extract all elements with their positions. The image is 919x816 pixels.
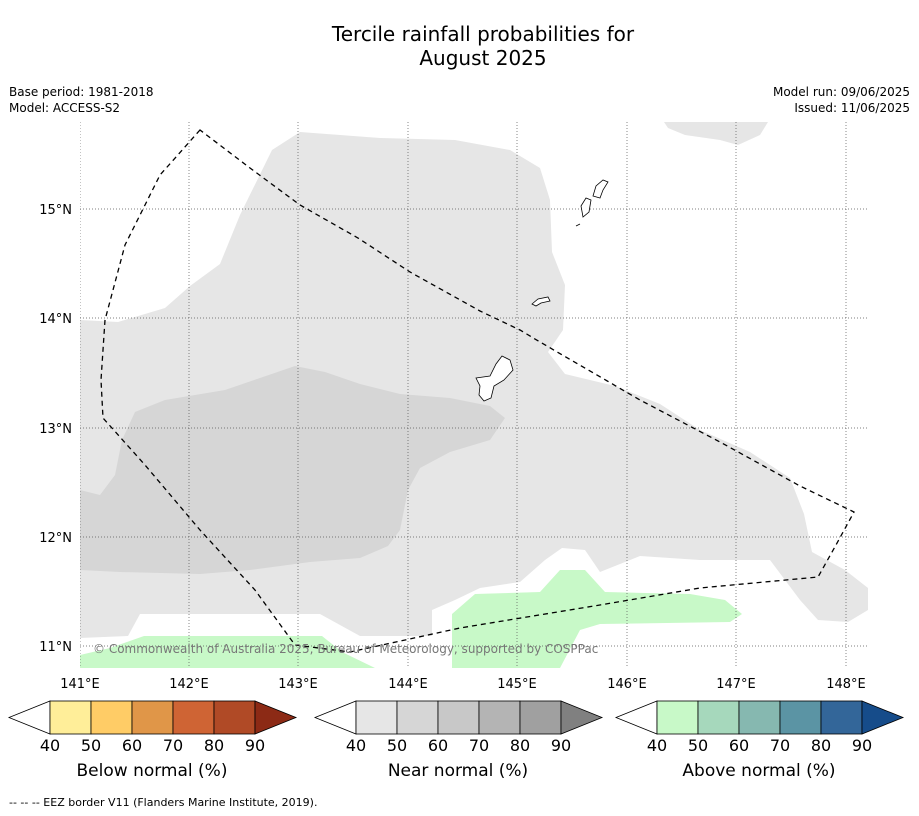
colorbar-tick-label: 70 (770, 736, 790, 755)
lat-label: 15°N (39, 203, 72, 218)
colorbar-tick-label: 50 (387, 736, 407, 755)
colorbar-tick-label: 60 (122, 736, 142, 755)
model-name: Model: ACCESS-S2 (9, 101, 121, 115)
below-normal-colorbar: 40 50 60 70 80 90 (7, 700, 298, 755)
eez-footer-note: -- -- -- EEZ border V11 (Flanders Marine… (9, 796, 318, 809)
base-period: Base period: 1981-2018 (9, 85, 154, 99)
near-normal-60-region (80, 366, 505, 574)
colorbar-segment (49, 700, 92, 735)
lat-label: 12°N (39, 531, 72, 546)
colorbar-tick-label: 50 (688, 736, 708, 755)
eez-border (100, 129, 855, 653)
colorbar-tick-label: 50 (81, 736, 101, 755)
above-normal-50-region-east (452, 570, 742, 668)
below-normal-label: Below normal (%) (76, 761, 228, 781)
colorbar-segment (213, 700, 256, 735)
near-normal-50-region-north (664, 122, 768, 145)
colorbar-tick-label: 90 (551, 736, 571, 755)
colorbar-segment (355, 700, 398, 735)
colorbar-segment (519, 700, 562, 735)
lat-label: 14°N (39, 312, 72, 327)
colorbar-segment (437, 700, 480, 735)
colorbar-tick-label: 70 (163, 736, 183, 755)
meta-left: Base period: 1981-2018 Model: ACCESS-S2 (9, 84, 154, 116)
guam-island (475, 355, 514, 402)
lon-label: 146°E (607, 677, 647, 692)
lon-label: 141°E (60, 677, 100, 692)
above-normal-colorbar: 40 50 60 70 80 90 (614, 700, 905, 755)
colorbar-segment (820, 700, 863, 735)
colorbar-segment (738, 700, 781, 735)
colorbar-over-triangle (560, 700, 604, 735)
lon-label: 145°E (497, 677, 537, 692)
colorbar-tick-label: 40 (346, 736, 366, 755)
colorbar-tick-label: 80 (811, 736, 831, 755)
colorbar-over-triangle (254, 700, 298, 735)
copyright-notice: © Commonwealth of Australia 2025, Bureau… (93, 642, 598, 656)
colorbar-tick-label: 80 (204, 736, 224, 755)
map-area (80, 122, 868, 668)
colorbar-tick-label: 90 (245, 736, 265, 755)
near-normal-colorbar: 40 50 60 70 80 90 (313, 700, 604, 755)
colorbar-segment (779, 700, 822, 735)
colorbar-segment (131, 700, 174, 735)
map-title: Tercile rainfall probabilities for Augus… (0, 22, 919, 70)
rota-island (531, 296, 551, 307)
saipan-island (592, 179, 609, 199)
colorbar-segment (478, 700, 521, 735)
colorbar-segment (90, 700, 133, 735)
colorbars: 40 50 60 70 80 90 40 50 60 70 80 90 40 50 60 70 80 90 (7, 700, 905, 755)
tinian-island (580, 197, 592, 218)
lon-label: 147°E (716, 677, 756, 692)
colorbar-segment (697, 700, 740, 735)
colorbar-tick-label: 70 (469, 736, 489, 755)
colorbar-under-triangle (313, 700, 357, 735)
colorbar-segment (656, 700, 699, 735)
colorbar-under-triangle (7, 700, 51, 735)
colorbar-tick-label: 60 (428, 736, 448, 755)
longitude-labels: 141°E 142°E 143°E 144°E 145°E 146°E 147°… (60, 677, 866, 692)
colorbar-segment (172, 700, 215, 735)
colorbar-tick-label: 40 (40, 736, 60, 755)
colorbar-segment (396, 700, 439, 735)
colorbar-tick-label: 60 (729, 736, 749, 755)
lat-label: 13°N (39, 422, 72, 437)
above-normal-50-region (80, 636, 375, 668)
title-line-2: August 2025 (419, 46, 547, 70)
lon-label: 148°E (826, 677, 866, 692)
latitude-labels: 15°N 14°N 13°N 12°N 11°N (39, 203, 72, 655)
lon-label: 144°E (388, 677, 428, 692)
colorbar-under-triangle (614, 700, 658, 735)
near-normal-label: Near normal (%) (387, 761, 529, 781)
model-run: Model run: 09/06/2025 (772, 85, 910, 99)
title-line-1: Tercile rainfall probabilities for (331, 22, 635, 46)
lon-label: 143°E (278, 677, 318, 692)
gridlines (80, 122, 868, 668)
lon-label: 142°E (169, 677, 209, 692)
issued-date: Issued: 11/06/2025 (794, 101, 910, 115)
aguijan-islet (575, 223, 581, 227)
islands (475, 179, 609, 402)
above-normal-label: Above normal (%) (682, 761, 836, 781)
lat-label: 11°N (39, 640, 72, 655)
colorbar-tick-label: 90 (852, 736, 872, 755)
colorbar-tick-label: 80 (510, 736, 530, 755)
colorbar-over-triangle (861, 700, 905, 735)
colorbar-tick-label: 40 (647, 736, 667, 755)
meta-right: Model run: 09/06/2025 Issued: 11/06/2025 (773, 84, 910, 116)
